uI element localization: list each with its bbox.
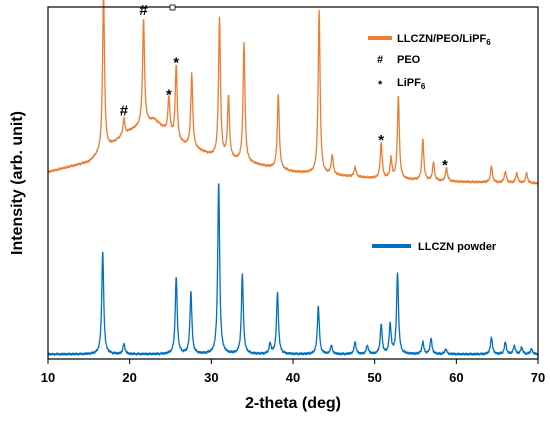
legend-symbol-peo: # <box>377 54 383 66</box>
x-tick-label-40: 40 <box>286 370 300 385</box>
x-axis-title: 2-theta (deg) <box>245 395 341 412</box>
y-axis-title: Intensity (arb. unit) <box>9 111 26 255</box>
x-tick-label-30: 30 <box>204 370 218 385</box>
legend: LLCZN/PEO/LiPF6 # PEO * LiPF6 LLCZN powd… <box>368 33 497 253</box>
x-axis-ticks: 10 20 30 40 50 60 70 <box>41 359 545 385</box>
peak-marker-peo-1: # <box>139 2 148 19</box>
frame-handle <box>169 4 176 11</box>
legend-label-lipf6: LiPF6 <box>397 77 426 91</box>
x-tick-label-20: 20 <box>122 370 136 385</box>
plot-frame <box>47 6 539 360</box>
series-line-composite <box>47 0 539 185</box>
peak-marker-peo-0: # <box>120 102 129 119</box>
peak-marker-lipf6-3: * <box>173 54 179 71</box>
x-tick-label-70: 70 <box>531 370 545 385</box>
x-tick-label-10: 10 <box>41 370 55 385</box>
legend-label-peo: PEO <box>397 54 421 66</box>
series-layer <box>47 0 539 357</box>
peak-annotations: ##**** <box>120 2 448 174</box>
peak-marker-lipf6-4: * <box>378 132 384 149</box>
legend-symbol-lipf6: * <box>378 79 383 91</box>
series-line-powder <box>47 183 539 357</box>
x-tick-label-60: 60 <box>449 370 463 385</box>
legend-label-powder: LLCZN powder <box>418 241 497 253</box>
peak-marker-lipf6-5: * <box>442 157 448 174</box>
peak-point-powder-4 <box>218 180 220 182</box>
peak-point-powder-2 <box>175 275 177 277</box>
peak-marker-lipf6-2: * <box>166 87 172 104</box>
x-tick-label-50: 50 <box>367 370 381 385</box>
peak-point-powder-0 <box>102 249 104 251</box>
legend-label-composite: LLCZN/PEO/LiPF6 <box>397 33 491 47</box>
